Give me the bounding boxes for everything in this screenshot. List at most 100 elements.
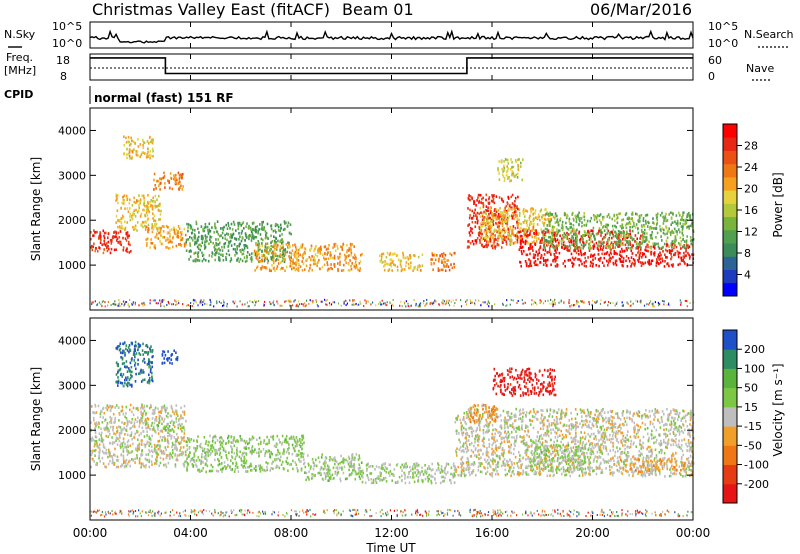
data-cell: [163, 171, 165, 175]
data-cell: [113, 453, 115, 456]
data-cell: [128, 344, 131, 347]
data-cell: [587, 256, 589, 259]
data-cell: [276, 300, 278, 303]
data-cell: [658, 247, 661, 250]
data-cell: [153, 421, 156, 425]
data-cell: [293, 251, 296, 255]
data-cell: [223, 304, 225, 307]
data-cell: [262, 228, 264, 231]
data-cell: [339, 255, 341, 259]
data-cell: [490, 199, 493, 203]
data-cell: [686, 300, 688, 302]
data-cell: [383, 302, 385, 305]
site-title: Christmas Valley East (fitACF): [92, 0, 330, 19]
data-cell: [448, 299, 450, 302]
data-cell: [131, 357, 133, 360]
data-cell: [116, 237, 119, 240]
data-cell: [168, 430, 171, 433]
data-cell: [233, 436, 235, 439]
data-cell: [442, 299, 444, 302]
data-cell: [447, 265, 450, 268]
data-cell: [301, 269, 304, 272]
data-cell: [279, 239, 282, 243]
data-cell: [236, 245, 239, 248]
data-cell: [516, 207, 519, 211]
data-cell: [455, 298, 457, 301]
data-cell: [526, 219, 528, 223]
data-cell: [240, 232, 243, 235]
data-cell: [316, 303, 318, 306]
data-cell: [659, 214, 662, 217]
data-cell: [652, 217, 654, 220]
data-cell: [215, 238, 217, 241]
data-cell: [677, 253, 680, 256]
data-cell: [171, 445, 173, 449]
data-cell: [621, 226, 623, 230]
data-cell: [488, 213, 490, 216]
data-cell: [493, 230, 496, 233]
data-cell: [635, 242, 638, 246]
data-cell: [141, 403, 143, 406]
data-cell: [548, 235, 550, 239]
data-cell: [161, 242, 163, 246]
data-cell: [123, 351, 125, 354]
data-cell: [649, 251, 652, 254]
data-cell: [200, 462, 202, 465]
data-cell: [664, 260, 666, 263]
data-cell: [443, 300, 446, 303]
data-cell: [544, 261, 547, 264]
data-cell: [101, 305, 103, 308]
data-cell: [107, 435, 109, 438]
data-cell: [421, 264, 424, 267]
data-cell: [119, 373, 122, 377]
data-cell: [501, 198, 503, 202]
data-cell: [665, 256, 667, 259]
data-cell: [153, 188, 155, 191]
data-cell: [104, 242, 106, 246]
data-cell: [542, 302, 545, 305]
data-cell: [666, 242, 668, 246]
data-cell: [292, 304, 294, 307]
data-cell: [244, 232, 247, 235]
data-cell: [153, 408, 156, 412]
data-cell: [477, 219, 479, 223]
data-cell: [503, 231, 506, 235]
data-cell: [568, 301, 570, 304]
data-cell: [684, 299, 686, 302]
data-cell: [498, 212, 500, 216]
data-cell: [611, 236, 613, 240]
data-cell: [168, 181, 170, 184]
data-cell: [501, 214, 503, 218]
data-cell: [267, 259, 270, 263]
data-cell: [435, 300, 437, 303]
data-cell: [399, 263, 402, 266]
data-cell: [655, 261, 658, 264]
data-cell: [133, 196, 135, 200]
data-cell: [129, 349, 132, 352]
data-cell: [348, 263, 350, 266]
data-cell: [103, 239, 105, 243]
data-cell: [112, 429, 114, 432]
data-cell: [131, 410, 133, 414]
data-cell: [173, 226, 175, 229]
data-cell: [689, 214, 692, 217]
data-cell: [281, 304, 283, 307]
noise-tick-low: 10^0: [52, 37, 82, 50]
data-cell: [119, 347, 122, 351]
data-cell: [110, 417, 113, 421]
data-cell: [126, 424, 128, 428]
data-cell: [561, 228, 564, 232]
data-cell: [153, 462, 156, 465]
data-cell: [484, 228, 486, 232]
data-cell: [590, 253, 592, 257]
data-cell: [573, 304, 575, 306]
data-cell: [224, 242, 227, 245]
data-cell: [343, 253, 346, 257]
data-cell: [534, 263, 536, 267]
data-cell: [291, 249, 294, 252]
data-cell: [148, 437, 151, 440]
data-cell: [99, 231, 102, 235]
data-cell: [124, 228, 126, 231]
data-cell: [627, 302, 629, 305]
data-cell: [175, 439, 177, 442]
